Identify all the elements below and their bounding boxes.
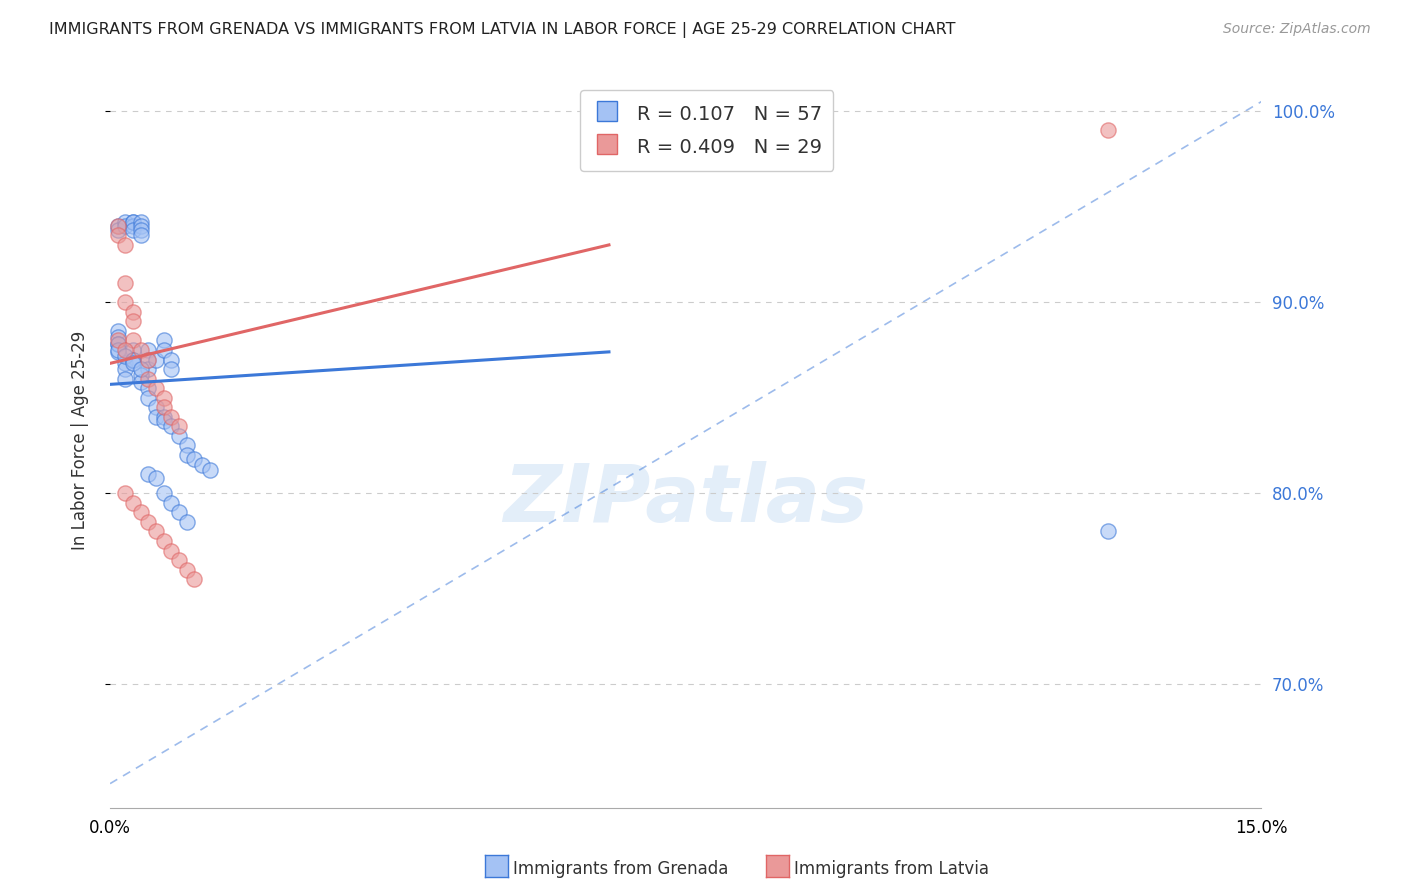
- Point: [122, 219, 145, 233]
- Point: [129, 215, 152, 229]
- Point: [167, 553, 190, 567]
- Point: [122, 356, 145, 370]
- Point: [160, 419, 183, 434]
- Point: [176, 563, 198, 577]
- Point: [153, 414, 176, 428]
- Point: [114, 356, 136, 370]
- Point: [114, 371, 136, 385]
- Point: [138, 467, 160, 482]
- Point: [153, 534, 176, 549]
- Point: [153, 409, 176, 424]
- Point: [129, 219, 152, 233]
- Point: [114, 215, 136, 229]
- Point: [129, 505, 152, 519]
- Point: [114, 238, 136, 252]
- Point: [191, 458, 214, 472]
- Legend: R = 0.107   N = 57, R = 0.409   N = 29: R = 0.107 N = 57, R = 0.409 N = 29: [581, 90, 834, 170]
- Point: [176, 448, 198, 462]
- Point: [107, 337, 129, 351]
- Point: [129, 343, 152, 357]
- Point: [145, 352, 167, 367]
- Point: [122, 215, 145, 229]
- Text: Source: ZipAtlas.com: Source: ZipAtlas.com: [1223, 22, 1371, 37]
- Y-axis label: In Labor Force | Age 25-29: In Labor Force | Age 25-29: [72, 331, 89, 550]
- Point: [122, 352, 145, 367]
- Point: [198, 463, 221, 477]
- Point: [167, 419, 190, 434]
- Point: [129, 228, 152, 243]
- Point: [138, 391, 160, 405]
- Point: [114, 276, 136, 290]
- Point: [153, 486, 176, 500]
- Point: [129, 376, 152, 390]
- Point: [122, 334, 145, 348]
- Point: [176, 438, 198, 452]
- Point: [138, 515, 160, 529]
- Point: [1097, 524, 1119, 539]
- Point: [183, 451, 205, 466]
- Point: [122, 343, 145, 357]
- Point: [183, 572, 205, 586]
- Point: [114, 486, 136, 500]
- Point: [138, 381, 160, 395]
- Point: [145, 381, 167, 395]
- Point: [122, 222, 145, 236]
- Point: [107, 324, 129, 338]
- Point: [153, 391, 176, 405]
- Point: [160, 543, 183, 558]
- Point: [122, 215, 145, 229]
- Point: [107, 343, 129, 357]
- Point: [145, 524, 167, 539]
- Point: [167, 505, 190, 519]
- Point: [114, 343, 136, 357]
- Point: [1097, 123, 1119, 137]
- Text: Immigrants from Grenada: Immigrants from Grenada: [513, 860, 728, 878]
- Point: [145, 409, 167, 424]
- Point: [114, 362, 136, 376]
- Point: [107, 228, 129, 243]
- Text: IMMIGRANTS FROM GRENADA VS IMMIGRANTS FROM LATVIA IN LABOR FORCE | AGE 25-29 COR: IMMIGRANTS FROM GRENADA VS IMMIGRANTS FR…: [49, 22, 956, 38]
- Point: [129, 362, 152, 376]
- Point: [129, 368, 152, 382]
- Point: [138, 352, 160, 367]
- Text: Immigrants from Latvia: Immigrants from Latvia: [794, 860, 990, 878]
- Point: [107, 219, 129, 233]
- Point: [160, 362, 183, 376]
- Point: [122, 305, 145, 319]
- Point: [122, 496, 145, 510]
- Point: [122, 352, 145, 367]
- Point: [107, 334, 129, 348]
- Point: [114, 349, 136, 363]
- Point: [107, 219, 129, 233]
- Point: [122, 314, 145, 328]
- Point: [167, 429, 190, 443]
- Point: [107, 337, 129, 351]
- Point: [160, 496, 183, 510]
- Point: [160, 409, 183, 424]
- Point: [153, 343, 176, 357]
- Point: [107, 222, 129, 236]
- Point: [176, 515, 198, 529]
- Point: [114, 295, 136, 310]
- Point: [107, 329, 129, 343]
- Point: [138, 371, 160, 385]
- Point: [160, 352, 183, 367]
- Point: [138, 352, 160, 367]
- Point: [138, 343, 160, 357]
- Point: [129, 222, 152, 236]
- Point: [145, 401, 167, 415]
- Point: [138, 362, 160, 376]
- Point: [153, 334, 176, 348]
- Point: [107, 344, 129, 359]
- Point: [153, 401, 176, 415]
- Point: [145, 471, 167, 485]
- Text: ZIPatlas: ZIPatlas: [503, 460, 869, 539]
- Point: [114, 219, 136, 233]
